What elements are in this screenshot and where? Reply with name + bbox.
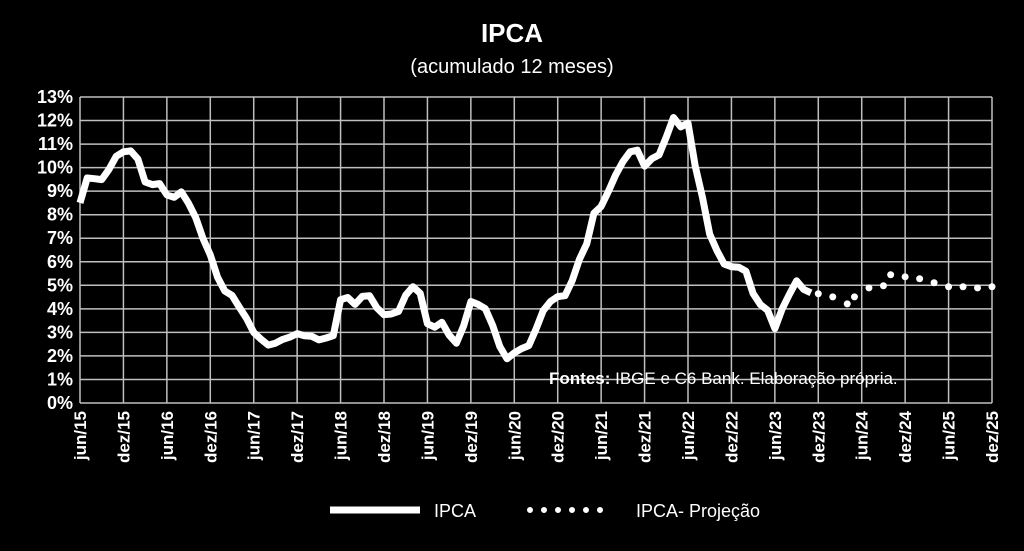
x-tick-label: dez/22 xyxy=(722,411,741,463)
y-tick-label: 11% xyxy=(38,134,73,154)
series-projecao-point xyxy=(930,279,938,287)
x-tick-label: jun/21 xyxy=(592,411,611,461)
x-tick-label: jun/19 xyxy=(418,411,437,461)
y-tick-label: 5% xyxy=(47,275,73,295)
series xyxy=(76,114,996,363)
y-tick-label: 2% xyxy=(47,346,73,366)
x-tick-label: dez/16 xyxy=(201,411,220,463)
chart-title: IPCA xyxy=(480,18,544,48)
series-projecao-point xyxy=(879,282,887,290)
y-tick-label: 3% xyxy=(47,322,73,342)
x-tick-label: dez/24 xyxy=(896,410,915,463)
y-tick-label: 0% xyxy=(47,393,73,413)
y-axis: 0% 1% 2% 3% 4% 5% 6% 7% 8% 9% 10% 11% 12% 13% xyxy=(37,87,73,413)
grid xyxy=(79,96,993,404)
x-tick-label: dez/20 xyxy=(549,411,568,463)
x-tick-label: jun/18 xyxy=(332,411,351,461)
series-projecao-point xyxy=(988,283,996,291)
y-tick-label: 7% xyxy=(47,228,73,248)
x-tick-label: jun/25 xyxy=(940,411,959,461)
series-projecao-point xyxy=(945,283,953,291)
x-tick-label: jun/24 xyxy=(853,410,872,461)
series-ipca-line xyxy=(76,114,813,363)
series-projecao-point xyxy=(843,300,851,308)
series-projecao-point xyxy=(865,284,873,292)
source-label: Fontes: xyxy=(549,369,610,388)
chart-subtitle: (acumulado 12 meses) xyxy=(410,56,614,78)
y-tick-label: 8% xyxy=(47,205,73,225)
series-projecao-point xyxy=(916,275,924,283)
y-tick-label: 10% xyxy=(37,158,73,178)
y-tick-label: 6% xyxy=(47,252,73,272)
x-tick-label: dez/15 xyxy=(114,411,133,463)
series-projecao-point xyxy=(814,290,822,298)
y-tick-label: 1% xyxy=(47,369,73,389)
x-tick-label: jun/20 xyxy=(505,411,524,461)
series-projecao-point xyxy=(850,293,858,301)
y-tick-label: 9% xyxy=(47,181,73,201)
x-tick-label: dez/21 xyxy=(636,411,655,463)
series-projecao-point xyxy=(959,283,967,291)
x-tick-label: jun/23 xyxy=(766,411,785,461)
y-tick-label: 4% xyxy=(47,299,73,319)
series-projecao-point xyxy=(901,273,909,281)
legend-label-projecao: IPCA- Projeção xyxy=(636,501,760,521)
series-projecao-point xyxy=(974,284,982,292)
x-axis: jun/15 dez/15 jun/16 dez/16 jun/17 dez/17 jun/… xyxy=(71,410,1002,463)
x-tick-label: dez/23 xyxy=(809,411,828,463)
x-tick-label: jun/16 xyxy=(158,411,177,461)
x-tick-label: jun/15 xyxy=(71,411,90,461)
legend: IPCA IPCA- Projeção xyxy=(330,501,760,521)
source-text: IBGE e C6 Bank. Elaboração própria. xyxy=(610,369,897,388)
y-tick-label: 13% xyxy=(37,87,73,107)
x-tick-label: jun/17 xyxy=(245,411,264,461)
series-projecao-point xyxy=(887,271,895,279)
x-tick-label: dez/17 xyxy=(288,411,307,463)
x-tick-label: jun/22 xyxy=(679,411,698,461)
x-tick-label: dez/19 xyxy=(462,411,481,463)
source-annotation: Fontes: IBGE e C6 Bank. Elaboração própr… xyxy=(549,369,898,388)
x-tick-label: dez/18 xyxy=(375,411,394,463)
legend-label-ipca: IPCA xyxy=(434,501,476,521)
y-tick-label: 12% xyxy=(37,111,73,131)
x-tick-label: dez/25 xyxy=(983,411,1002,463)
series-projecao-point xyxy=(829,293,837,301)
